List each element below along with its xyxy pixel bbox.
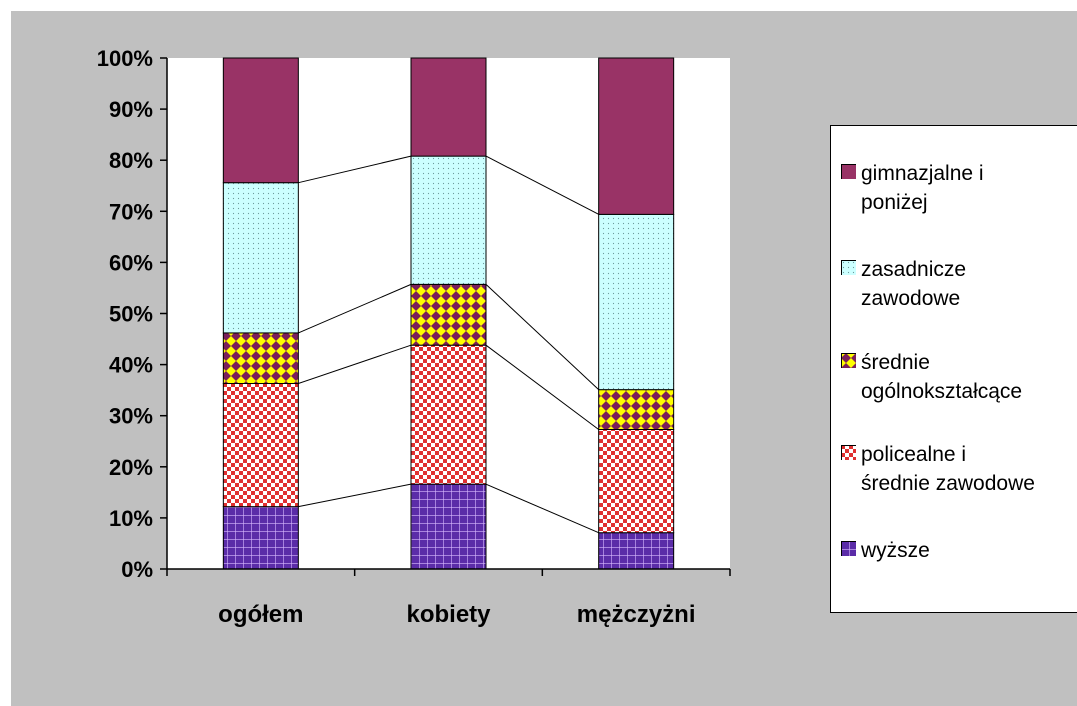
legend-label: zasadnicze zawodowe [861,255,1077,313]
y-tick-label: 40% [109,353,153,378]
legend-swatch [841,353,856,368]
legend-label: wyższe [861,536,1077,565]
bar-segment [598,389,675,430]
series-line [298,155,412,184]
series-connector-lines [298,155,600,534]
bar-segment [598,213,675,391]
legend-label-line: średnie zawodowe [861,472,1035,495]
bar-segment [410,283,487,346]
bars-group [222,57,675,570]
bar-segment [222,506,299,570]
legend-swatch [841,541,856,556]
bar-segment [598,428,675,534]
bar-segment [598,532,675,570]
bar-segment [222,332,299,385]
bar-segment [222,383,299,508]
y-tick-label: 80% [109,148,153,173]
legend-swatch [841,260,856,275]
series-line [298,344,412,384]
legend-item: średnie ogólnokształcące [841,348,1077,406]
legend-label-line: średnie [861,351,930,374]
legend-label: średnie ogólnokształcące [861,348,1077,406]
legend-item: wyższe [841,536,1077,565]
x-category-label: kobiety [406,601,491,628]
y-tick-label: 60% [109,250,153,275]
y-tick-label: 100% [97,46,153,71]
bar-segment [598,57,675,215]
series-line [485,483,599,534]
legend: gimnazjalne i poniżej zasadnicze zawodowe śr… [830,125,1077,613]
bar-segment [222,182,299,334]
legend-item: policealne i średnie zawodowe [841,440,1077,498]
series-line [485,344,599,430]
legend-label-line: poniżej [861,191,928,214]
legend-label-line: wyższe [861,539,930,562]
legend-item: zasadnicze zawodowe [841,255,1077,313]
y-tick-label: 50% [109,302,153,327]
legend-label-line: zasadnicze [861,258,967,281]
legend-label-line: zawodowe [861,287,961,310]
y-tick-label: 0% [121,557,153,582]
y-tick-label: 10% [109,506,153,531]
series-line [298,483,412,508]
x-category-label: mężczyżni [577,601,696,628]
legend-label: policealne i średnie zawodowe [861,440,1077,498]
bar-segment [410,483,487,570]
legend-label: gimnazjalne i poniżej [861,159,1077,217]
bar-segment [410,344,487,485]
legend-swatch [841,445,856,460]
legend-item: gimnazjalne i poniżej [841,159,1077,217]
series-line [485,284,600,391]
axes-group: 0% 10% 20% 30% 40% 50% 60% 70% 80% 90% 100% ogółem k… [97,46,731,628]
bar-segment [410,57,487,157]
legend-label-line: gimnazjalne i [861,162,984,185]
x-category-label: ogółem [218,601,303,628]
y-tick-label: 70% [109,199,153,224]
y-tick-label: 90% [109,97,153,122]
y-tick-label: 30% [109,404,153,429]
bar-segment [222,57,299,184]
y-tick-label: 20% [109,455,153,480]
bar-segment [410,155,487,285]
legend-swatch [841,164,856,179]
series-line [485,155,599,215]
series-line [298,283,412,334]
stacked-bar-chart: 0% 10% 20% 30% 40% 50% 60% 70% 80% 90% 100% ogółem k… [97,46,731,628]
legend-label-line: policealne i [861,443,967,466]
chart-area: 0% 10% 20% 30% 40% 50% 60% 70% 80% 90% 100% ogółem k… [11,11,1077,706]
legend-label-line: ogólnokształcące [861,380,1023,403]
